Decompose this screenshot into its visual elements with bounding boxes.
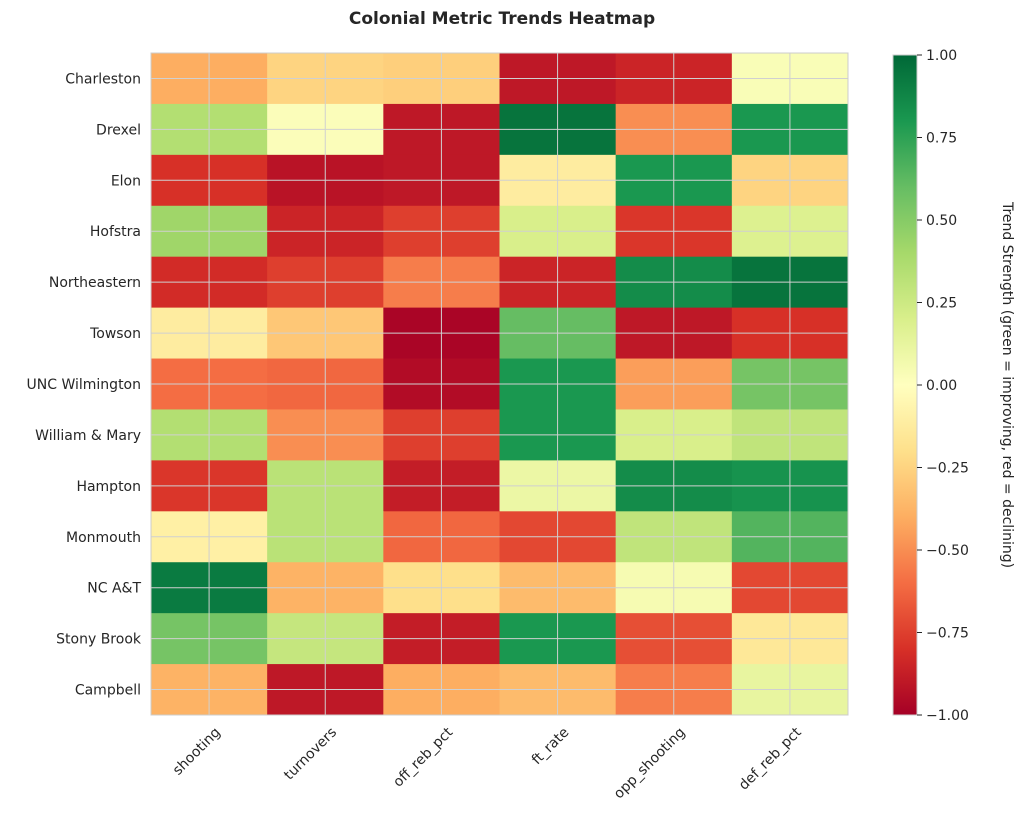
- colorbar-tick-label: −0.25: [926, 461, 969, 477]
- x-tick-label: off_reb_pct: [390, 724, 456, 790]
- y-tick-label: Drexel: [96, 122, 141, 138]
- y-tick-label: Hampton: [76, 479, 141, 495]
- y-tick-label: Campbell: [75, 683, 141, 699]
- colorbar-tick-label: −0.50: [926, 543, 969, 559]
- x-tick-labels: shooting turnovers off_reb_pct ft_rate opp_s…: [170, 724, 805, 802]
- colorbar-ticks: 1.00 0.75 0.50 0.25 0.00 −0.25 −0.50 −0.75 −1.00: [917, 48, 969, 724]
- y-tick-label: William & Mary: [35, 428, 141, 444]
- colorbar-tick-label: 1.00: [926, 48, 957, 64]
- y-tick-label: Stony Brook: [56, 632, 142, 648]
- colorbar-tick-label: 0.25: [926, 296, 957, 312]
- colorbar-label: Trend Strength (green = improving, red =…: [999, 201, 1015, 568]
- y-tick-label: Monmouth: [66, 530, 141, 546]
- x-tick-label: ft_rate: [529, 725, 573, 769]
- y-tick-label: Charleston: [65, 71, 141, 87]
- y-tick-labels: Charleston Drexel Elon Hofstra Northeastern T…: [27, 71, 142, 698]
- plot-frame: [150, 52, 849, 716]
- y-tick-label: Hofstra: [90, 224, 141, 240]
- colorbar-tick-label: 0.50: [926, 213, 957, 229]
- x-tick-label: turnovers: [281, 725, 340, 784]
- colorbar-tick-label: 0.75: [926, 131, 957, 147]
- y-tick-label: Elon: [111, 173, 141, 189]
- x-tick-label: opp_shooting: [611, 725, 689, 803]
- y-tick-label: Northeastern: [49, 275, 141, 291]
- colorbar: [892, 54, 918, 716]
- y-tick-label: UNC Wilmington: [27, 377, 141, 393]
- y-tick-label: NC A&T: [87, 581, 141, 597]
- x-tick-label: shooting: [170, 725, 224, 779]
- colorbar-tick-label: 0.00: [926, 378, 957, 394]
- grid-lines: [151, 53, 848, 715]
- y-tick-label: Towson: [89, 326, 141, 342]
- x-tick-label: def_reb_pct: [736, 724, 805, 793]
- colorbar-tick-label: −0.75: [926, 626, 969, 642]
- chart-title: Colonial Metric Trends Heatmap: [349, 9, 655, 29]
- colorbar-tick-label: −1.00: [926, 708, 969, 724]
